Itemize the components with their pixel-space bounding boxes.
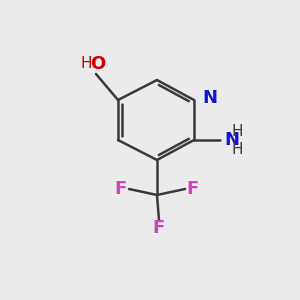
Text: N: N	[224, 131, 239, 149]
Text: F: F	[115, 180, 127, 198]
Text: H: H	[80, 56, 92, 71]
Text: F: F	[153, 219, 165, 237]
Text: H: H	[231, 142, 243, 157]
Text: N: N	[202, 89, 217, 107]
Text: F: F	[187, 180, 199, 198]
Text: O: O	[90, 55, 106, 73]
Text: H: H	[231, 124, 243, 139]
